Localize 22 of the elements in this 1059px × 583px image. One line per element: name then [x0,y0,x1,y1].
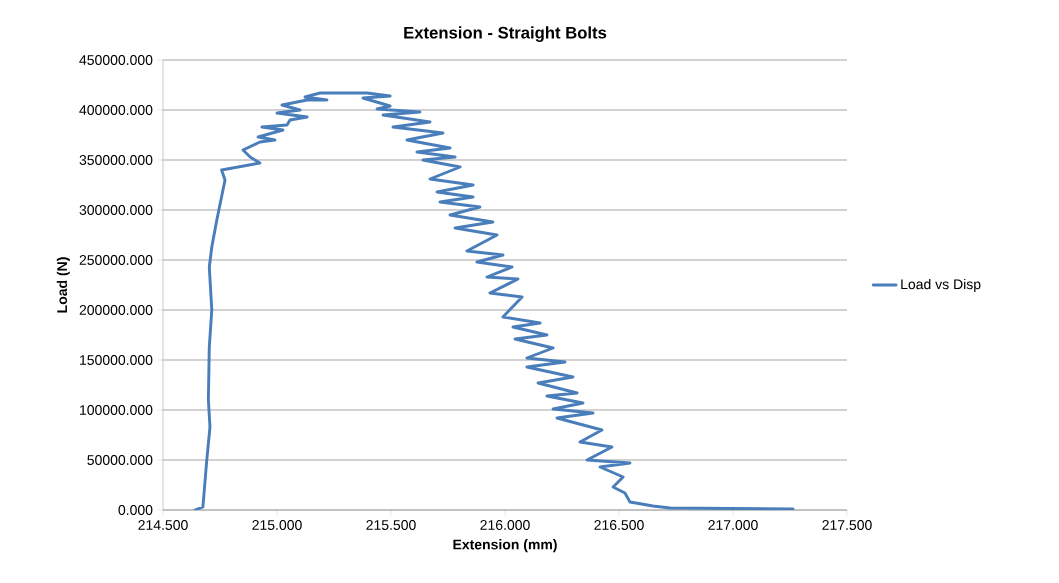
x-tick-label: 214.500 [138,520,188,530]
x-tick-label: 215.000 [252,520,302,530]
y-tick-label: 300000.000 [79,205,153,215]
x-axis-title: Extension (mm) [453,539,557,553]
x-tick-label: 215.500 [366,520,416,530]
legend-label: Load vs Disp [901,278,981,292]
x-tick-label: 217.500 [822,520,872,530]
y-tick-label: 50000.000 [87,455,153,465]
x-tick-label: 217.000 [708,520,758,530]
x-tick-label: 216.000 [480,520,530,530]
y-tick-label: 100000.000 [80,405,153,415]
y-tick-label: 400000.000 [79,105,153,115]
chart-title: Extension - Straight Bolts [404,26,607,42]
y-tick-label: 150000.000 [80,355,153,365]
x-tick-label: 216.500 [594,520,644,530]
y-tick-label: 200000.000 [79,305,153,315]
y-axis-title: Load (N) [56,257,70,313]
y-tick-label: 250000.000 [79,255,153,265]
y-tick-label: 0.000 [118,505,153,515]
y-tick-label: 350000.000 [79,155,153,165]
line-series [193,91,795,510]
y-tick-label: 450000.000 [79,55,153,65]
